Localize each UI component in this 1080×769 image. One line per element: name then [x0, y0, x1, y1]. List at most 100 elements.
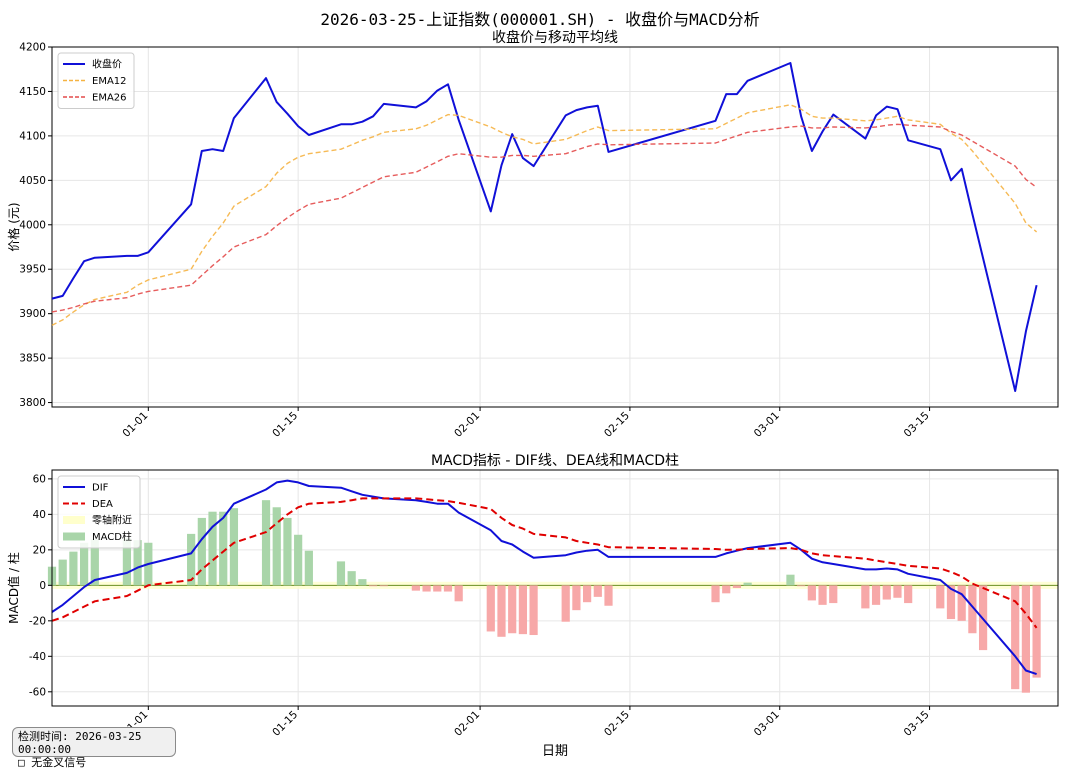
detection-time-text: 检测时间: 2026-03-25 00:00:00	[18, 730, 142, 756]
macd-bar	[122, 538, 132, 586]
macd-bar	[561, 585, 570, 622]
legend-label: 收盘价	[92, 58, 122, 71]
macd-bar	[229, 508, 239, 586]
macd-bar	[946, 585, 956, 620]
legend-label: EMA26	[92, 93, 127, 104]
macd-bar	[593, 585, 602, 597]
macd-bar	[358, 579, 367, 586]
macd-bar	[722, 585, 731, 594]
macd-bar	[411, 585, 420, 591]
macd-bar	[187, 533, 196, 586]
macd-bar	[283, 517, 292, 586]
macd-bar	[1021, 585, 1030, 693]
macd-bar	[454, 585, 463, 602]
macd-bar	[711, 585, 720, 603]
macd-bar	[743, 582, 752, 586]
legend-label: DIF	[92, 483, 109, 494]
macd-bar	[957, 585, 966, 621]
series-line-ema26	[51, 123, 1038, 313]
macd-bar	[80, 542, 89, 586]
macd-bar	[336, 561, 346, 586]
y-tick-label: 3900	[19, 308, 46, 320]
series-line-dea	[51, 497, 1038, 629]
legend-label: EMA12	[92, 76, 127, 87]
macd-bar	[90, 539, 99, 586]
macd-bar	[861, 585, 870, 609]
price-ticks: 3800 3850 3900 3950 4000 4050 4100 4150 4200 01-0…	[19, 42, 931, 440]
x-tick-label: 03-15	[902, 709, 932, 739]
legend-label: MACD柱	[92, 530, 132, 543]
macd-bar	[829, 585, 838, 604]
y-tick-label: 4000	[19, 219, 46, 231]
x-tick-label: 03-01	[752, 709, 782, 739]
detection-info-box: 检测时间: 2026-03-25 00:00:00 □ 无金叉信号	[12, 727, 176, 769]
x-tick-label: 02-15	[602, 709, 632, 739]
macd-bar	[69, 551, 78, 586]
y-tick-label: -60	[29, 686, 46, 698]
x-tick-label: 01-15	[270, 410, 300, 440]
macd-bar	[347, 571, 356, 586]
macd-bar	[797, 585, 806, 587]
macd-x-axis-label: 日期	[542, 744, 568, 759]
macd-bar	[871, 585, 881, 605]
legend-swatch	[63, 532, 85, 541]
macd-bar	[572, 585, 581, 611]
macd-legend: DIF DEA 零轴附近 MACD柱	[57, 475, 141, 549]
macd-bar	[294, 534, 303, 586]
macd-bar	[604, 585, 613, 606]
y-tick-label: -20	[29, 615, 46, 627]
y-tick-label: 3950	[19, 264, 46, 276]
x-tick-label: 03-01	[752, 410, 782, 440]
macd-bar	[807, 585, 816, 601]
price-panel-title: 收盘价与移动平均线	[492, 29, 618, 46]
y-tick-label: 4100	[19, 130, 46, 142]
macd-bar	[529, 585, 538, 636]
y-tick-label: -40	[29, 651, 46, 663]
macd-bar	[133, 540, 142, 586]
macd-bar	[497, 585, 506, 637]
macd-bar	[583, 585, 592, 603]
macd-bar	[368, 585, 378, 587]
y-tick-label: 4150	[19, 86, 46, 98]
macd-bar	[422, 585, 431, 592]
macd-panel-title: MACD指标 - DIF线、DEA线和MACD柱	[431, 453, 679, 469]
macd-bar	[893, 585, 902, 598]
legend-label: 零轴附近	[92, 514, 132, 527]
x-tick-label: 03-15	[902, 410, 932, 440]
macd-bar	[518, 585, 527, 635]
price-series	[51, 62, 1038, 392]
series-line-dif	[51, 479, 1037, 676]
series-line-ema12	[51, 104, 1038, 326]
y-tick-label: 0	[39, 580, 46, 592]
legend-label: DEA	[92, 499, 113, 510]
macd-bar	[818, 585, 827, 605]
macd-bar	[1011, 585, 1020, 690]
price-panel: 3800 3850 3900 3950 4000 4050 4100 4150 4200 01-0…	[6, 29, 1059, 440]
figure-title: 2026-03-25-上证指数(000001.SH) - 收盘价与MACD分析	[320, 10, 760, 29]
legend-box	[57, 52, 135, 109]
x-tick-label: 02-15	[602, 410, 632, 440]
legend-box	[57, 475, 141, 549]
x-tick-label: 02-01	[452, 709, 482, 739]
macd-bar	[1032, 585, 1041, 678]
macd-bar	[882, 585, 891, 600]
y-tick-label: 4200	[19, 42, 46, 54]
x-tick-label: 02-01	[452, 410, 482, 440]
macd-bar	[379, 585, 388, 587]
signal-status-text: □ 无金叉信号	[18, 756, 87, 769]
x-tick-label: 01-15	[270, 709, 300, 739]
macd-bar	[968, 585, 977, 634]
y-tick-label: 20	[33, 544, 46, 556]
macd-bar	[486, 585, 495, 632]
series-line-收盘价	[51, 62, 1038, 392]
macd-y-axis-label: MACD值 / 柱	[6, 552, 21, 624]
macd-bar	[732, 585, 742, 588]
macd-bar	[904, 585, 913, 604]
x-tick-label: 01-01	[120, 410, 150, 440]
macd-bar	[936, 585, 945, 609]
y-tick-label: 40	[33, 509, 46, 521]
macd-bar	[219, 511, 228, 586]
price-plot-frame	[51, 46, 1059, 408]
